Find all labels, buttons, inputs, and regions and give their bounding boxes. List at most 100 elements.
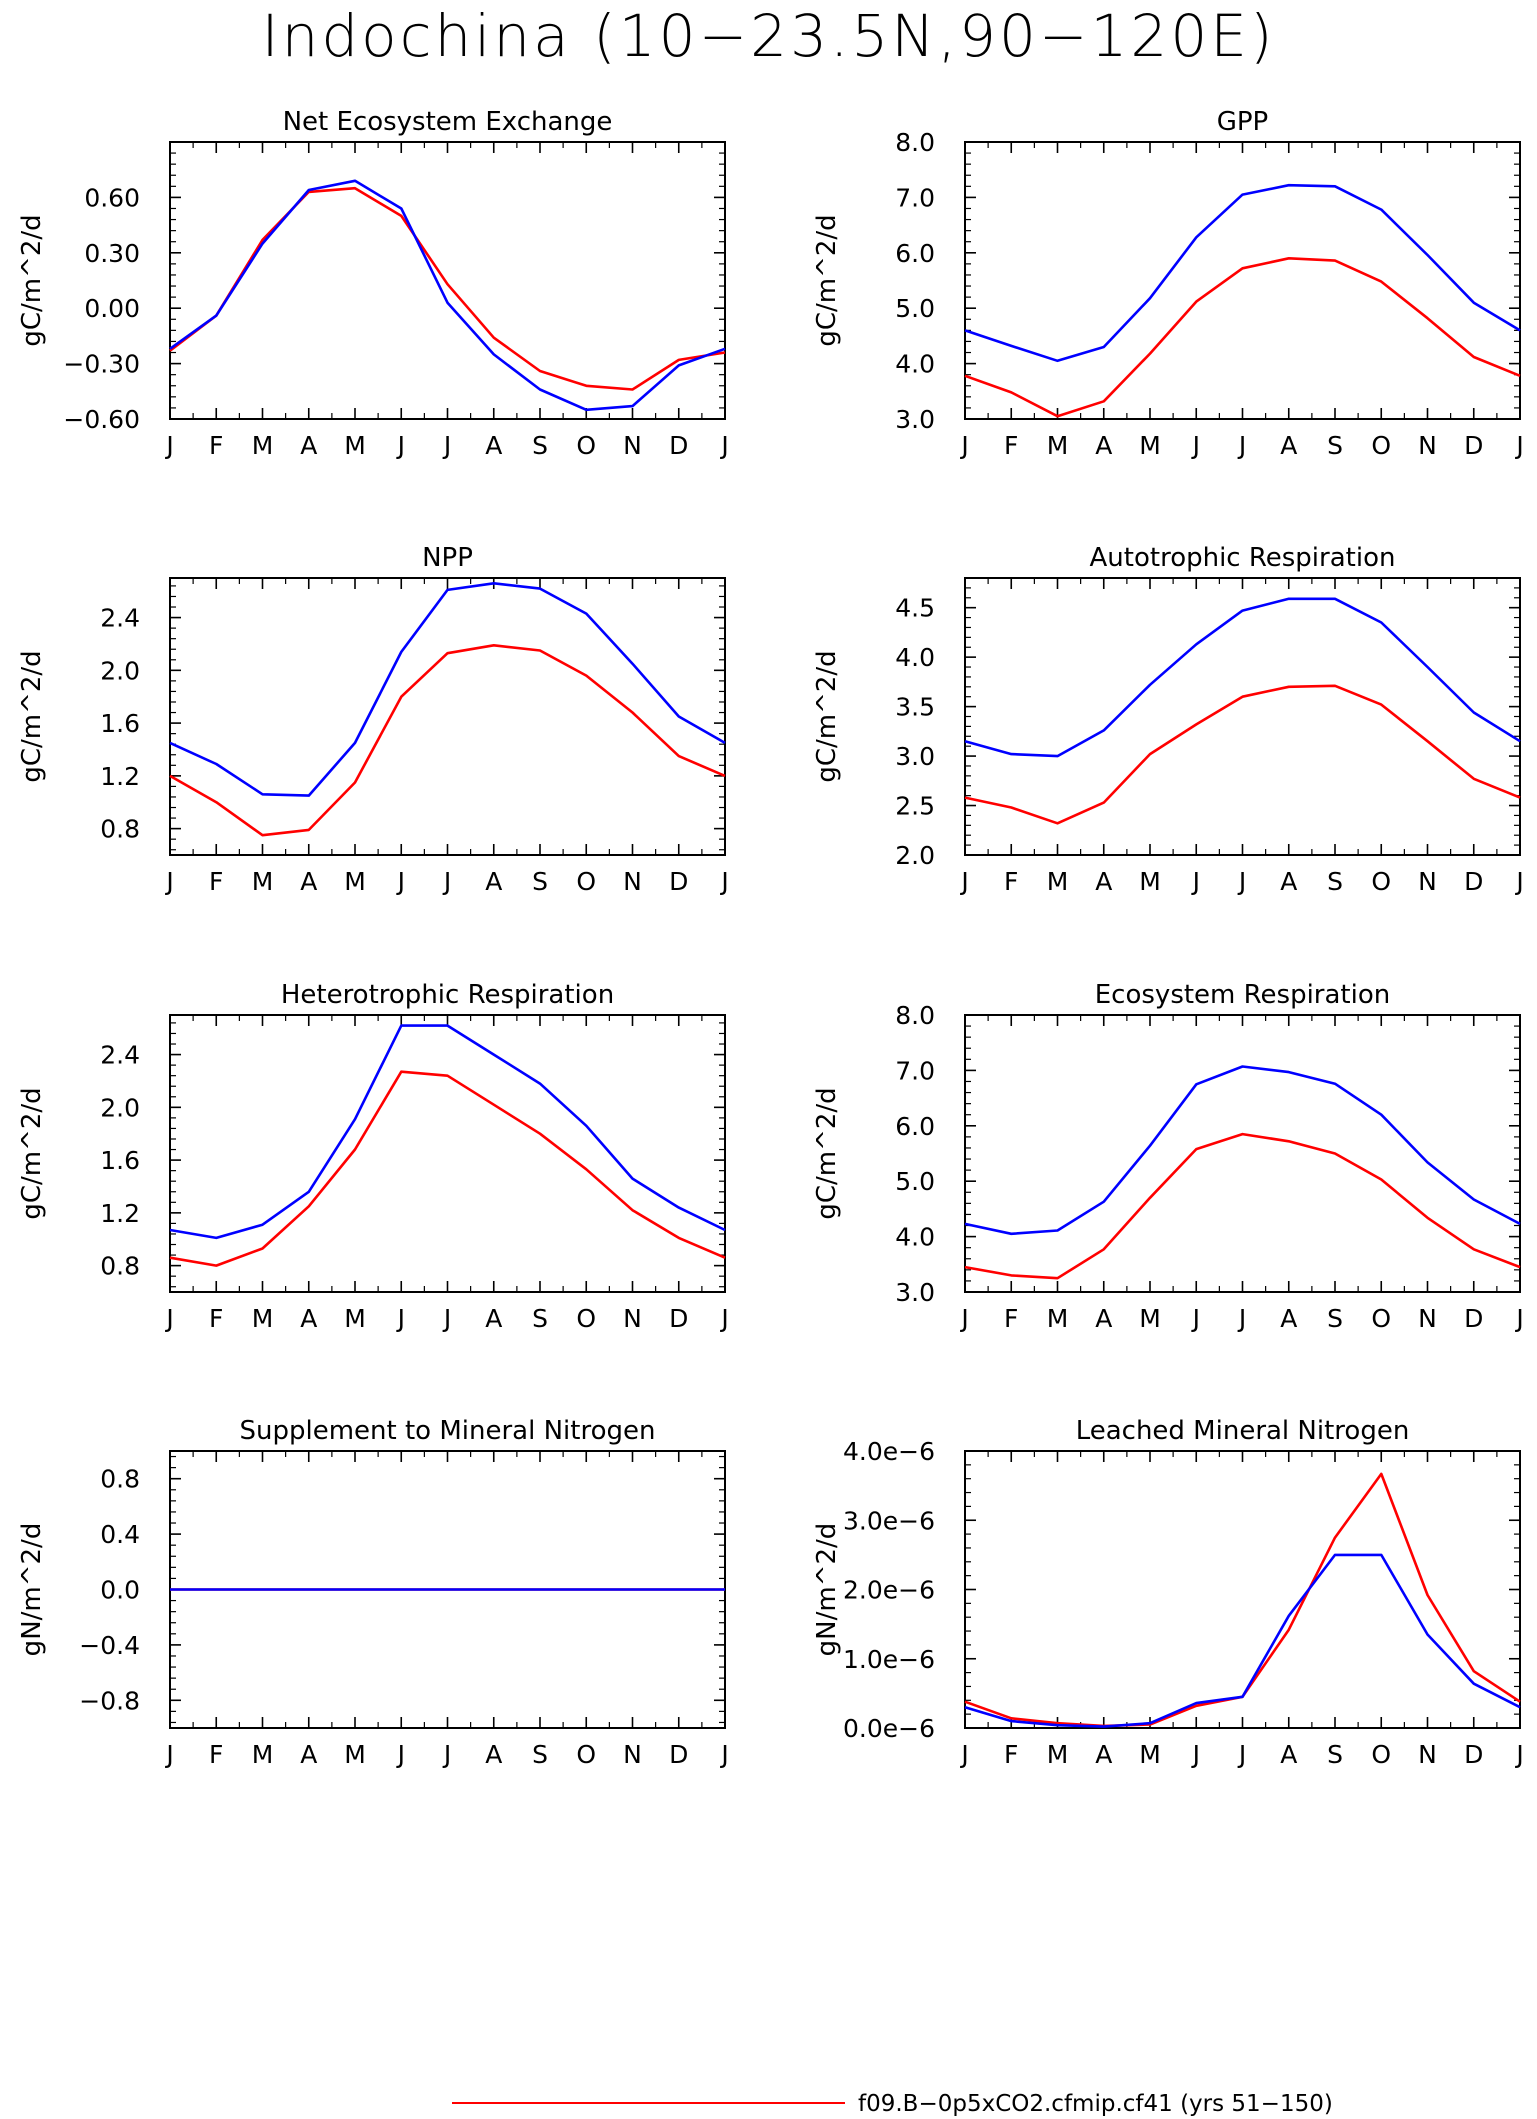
y-tick-label: 0.0e−6 xyxy=(843,1714,935,1743)
plot-frame xyxy=(169,1014,726,1293)
x-tick-label: D xyxy=(669,431,688,460)
y-tick-label: 3.0 xyxy=(895,1278,935,1307)
x-tick-label: N xyxy=(623,867,642,896)
x-tick-label: J xyxy=(1191,431,1200,460)
x-tick-label: J xyxy=(959,431,968,460)
x-tick-label: J xyxy=(719,431,728,460)
x-tick-label: N xyxy=(1418,1740,1437,1769)
y-tick-label: 1.2 xyxy=(100,1199,140,1228)
y-tick-label: 3.0e−6 xyxy=(843,1506,935,1535)
x-tick-label: A xyxy=(1095,1740,1112,1769)
x-tick-label: F xyxy=(1004,1304,1018,1333)
chart-title: Autotrophic Respiration xyxy=(1090,543,1396,573)
x-tick-label: A xyxy=(485,867,502,896)
x-tick-label: M xyxy=(252,1740,274,1769)
x-tick-label: N xyxy=(1418,1304,1437,1333)
y-axis-label: gC/m^2/d xyxy=(17,650,47,782)
x-tick-label: O xyxy=(1371,1740,1391,1769)
x-tick-label: J xyxy=(164,431,173,460)
x-tick-label: J xyxy=(1237,867,1246,896)
series-line-red xyxy=(964,256,1521,418)
y-axis-label: gC/m^2/d xyxy=(812,650,842,782)
x-tick-label: M xyxy=(1047,1304,1069,1333)
x-tick-label: J xyxy=(164,1304,173,1333)
y-tick-label: 1.2 xyxy=(100,762,140,791)
x-tick-label: F xyxy=(209,867,223,896)
y-axis-label: gN/m^2/d xyxy=(17,1523,47,1657)
y-tick-label: 0.8 xyxy=(100,815,140,844)
plot-frame xyxy=(964,141,1521,420)
x-tick-label: N xyxy=(623,1740,642,1769)
x-tick-label: A xyxy=(1095,1304,1112,1333)
x-tick-label: J xyxy=(396,1740,405,1769)
chart-title: Leached Mineral Nitrogen xyxy=(1076,1416,1410,1446)
y-tick-label: 4.0 xyxy=(895,350,935,379)
x-tick-label: A xyxy=(1280,431,1297,460)
x-tick-label: M xyxy=(1047,431,1069,460)
x-tick-label: J xyxy=(719,867,728,896)
y-tick-label: 6.0 xyxy=(895,239,935,268)
x-tick-label: O xyxy=(576,1740,596,1769)
plot-frame xyxy=(964,1450,1521,1729)
y-tick-label: 3.5 xyxy=(895,693,935,722)
x-tick-label: M xyxy=(344,867,366,896)
x-tick-label: J xyxy=(1237,1740,1246,1769)
x-tick-label: J xyxy=(396,431,405,460)
x-tick-label: F xyxy=(1004,1740,1018,1769)
y-tick-label: 2.0 xyxy=(100,656,140,685)
series-line-red xyxy=(169,186,726,391)
x-tick-label: S xyxy=(532,867,548,896)
x-tick-label: A xyxy=(1280,1304,1297,1333)
y-tick-label: 1.6 xyxy=(100,709,140,738)
x-tick-label: F xyxy=(1004,867,1018,896)
y-tick-label: 2.0 xyxy=(100,1093,140,1122)
x-tick-label: O xyxy=(576,867,596,896)
y-axis-label: gC/m^2/d xyxy=(812,1087,842,1219)
y-tick-label: 0.0 xyxy=(100,1576,140,1605)
y-tick-label: 5.0 xyxy=(895,294,935,323)
x-tick-label: J xyxy=(1237,1304,1246,1333)
x-tick-label: J xyxy=(164,1740,173,1769)
x-tick-label: S xyxy=(1327,1740,1343,1769)
x-tick-label: J xyxy=(442,867,451,896)
series-line-blue xyxy=(169,581,726,797)
series-line-blue xyxy=(964,1065,1521,1236)
series-line-red xyxy=(169,1070,726,1267)
x-tick-label: J xyxy=(719,1740,728,1769)
x-tick-label: A xyxy=(1095,867,1112,896)
series-line-blue xyxy=(964,183,1521,363)
y-tick-label: 4.0 xyxy=(895,1223,935,1252)
y-tick-label: 5.0 xyxy=(895,1167,935,1196)
chart-title: Heterotrophic Respiration xyxy=(281,980,614,1010)
x-tick-label: A xyxy=(485,431,502,460)
y-tick-label: 7.0 xyxy=(895,183,935,212)
x-tick-label: N xyxy=(1418,431,1437,460)
x-tick-label: M xyxy=(1139,867,1161,896)
chart-panel: Supplement to Mineral Nitrogen gN/m^2/d J F… xyxy=(17,1416,729,1769)
y-axis-label: gN/m^2/d xyxy=(812,1523,842,1657)
series-line-red xyxy=(964,1132,1521,1280)
x-tick-label: O xyxy=(1371,867,1391,896)
x-tick-label: D xyxy=(669,867,688,896)
x-tick-label: A xyxy=(485,1304,502,1333)
chart-title: GPP xyxy=(1217,107,1269,137)
series-line-blue xyxy=(964,1553,1521,1728)
x-tick-label: A xyxy=(1095,431,1112,460)
x-tick-label: N xyxy=(1418,867,1437,896)
y-tick-label: 1.0e−6 xyxy=(843,1645,935,1674)
y-tick-label: 2.0 xyxy=(895,841,935,870)
x-tick-label: F xyxy=(1004,431,1018,460)
y-tick-label: 7.0 xyxy=(895,1056,935,1085)
x-tick-label: S xyxy=(1327,431,1343,460)
x-tick-label: J xyxy=(1191,867,1200,896)
x-tick-label: M xyxy=(1047,1740,1069,1769)
y-tick-label: 8.0 xyxy=(895,1001,935,1030)
x-tick-label: M xyxy=(344,1740,366,1769)
x-tick-label: O xyxy=(1371,1304,1391,1333)
y-tick-label: 2.5 xyxy=(895,792,935,821)
